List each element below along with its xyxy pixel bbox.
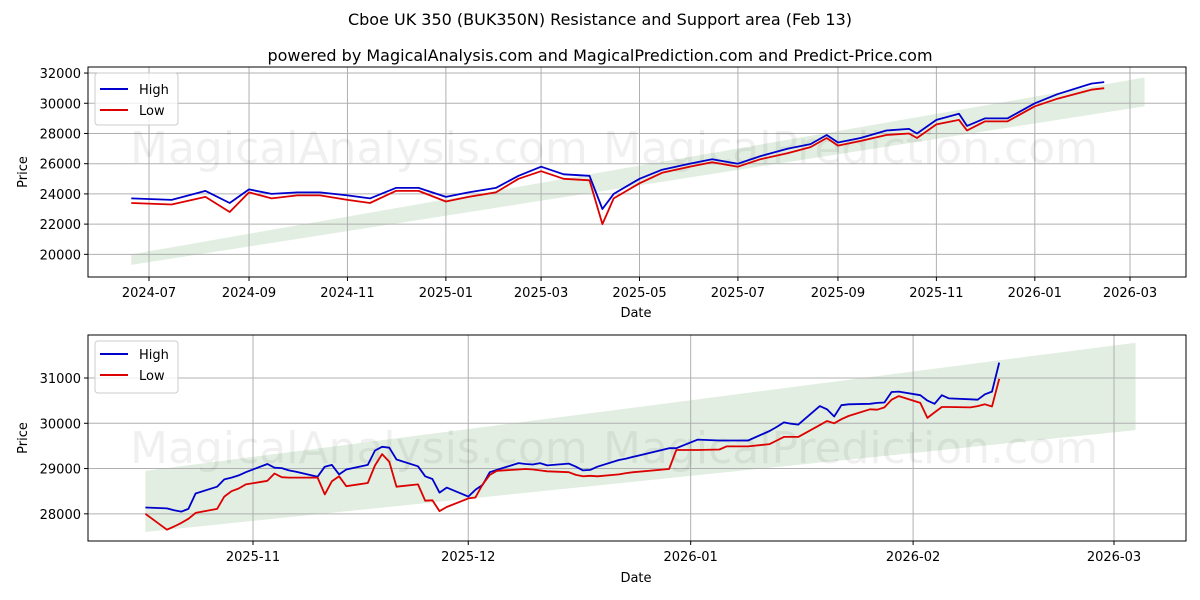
y-tick-label: 30000 <box>40 417 81 432</box>
bottom-grid <box>88 335 1186 541</box>
top-x-axis-label: Date <box>620 306 651 321</box>
legend-high-label: High <box>139 348 169 363</box>
y-tick-label: 28000 <box>40 508 81 523</box>
y-tick-label: 28000 <box>40 127 81 142</box>
x-tick-label: 2024-09 <box>222 286 276 301</box>
bottom-y-axis: 28000 29000 30000 31000 <box>40 372 88 523</box>
watermark-prediction: MagicalPrediction.com <box>603 123 1098 174</box>
x-tick-label: 2026-01 <box>1008 286 1062 301</box>
bottom-y-axis-label: Price <box>16 422 31 454</box>
x-tick-label: 2025-11 <box>909 286 963 301</box>
band-area <box>131 77 1145 265</box>
band-area <box>145 342 1136 532</box>
top-series <box>131 81 1105 226</box>
legend-low-label: Low <box>139 104 165 119</box>
bottom-x-axis: 2025-11 2025-12 2026-01 2026-02 2026-03 <box>226 541 1141 565</box>
y-tick-label: 32000 <box>40 67 81 82</box>
x-tick-label: 2025-09 <box>811 286 865 301</box>
x-tick-label: 2025-07 <box>711 286 765 301</box>
series-high-line <box>131 81 1105 210</box>
watermark-analysis: MagicalAnalysis.com <box>130 123 588 174</box>
y-tick-label: 26000 <box>40 158 81 173</box>
top-grid <box>88 67 1186 277</box>
x-tick-label: 2024-07 <box>122 286 176 301</box>
series-low-line <box>144 378 1001 531</box>
bottom-x-axis-label: Date <box>620 571 651 586</box>
x-tick-label: 2025-12 <box>441 550 495 565</box>
x-tick-label: 2025-01 <box>419 286 473 301</box>
top-x-axis: 2024-07 2024-09 2024-11 2025-01 2025-03 2025-… <box>122 277 1157 301</box>
top-y-axis: 20000 22000 24000 26000 28000 30000 32000 <box>40 67 88 263</box>
watermark-prediction-bottom: MagicalPrediction.com <box>603 423 1098 474</box>
bottom-axes-frame <box>87 334 1187 542</box>
x-tick-label: 2026-03 <box>1103 286 1157 301</box>
support-resistance-band <box>131 77 1145 265</box>
bottom-legend: High Low <box>94 340 179 394</box>
chart-subtitle: powered by MagicalAnalysis.com and Magic… <box>267 46 933 65</box>
legend-high-label: High <box>139 83 169 98</box>
top-y-axis-label: Price <box>16 156 31 188</box>
bottom-series <box>144 362 1001 531</box>
x-tick-label: 2024-11 <box>320 286 374 301</box>
support-resistance-band-zoomed <box>145 342 1136 532</box>
legend-box <box>94 72 179 126</box>
top-axes-frame <box>87 66 1187 278</box>
y-tick-label: 22000 <box>40 218 81 233</box>
y-tick-label: 30000 <box>40 97 81 112</box>
top-panel: MagicalAnalysis.com MagicalPrediction.co… <box>16 66 1187 321</box>
top-legend: High Low <box>94 72 179 126</box>
legend-low-label: Low <box>139 369 165 384</box>
bottom-panel: MagicalAnalysis.com MagicalPrediction.co… <box>16 334 1187 586</box>
x-tick-label: 2025-05 <box>612 286 666 301</box>
y-tick-label: 29000 <box>40 463 81 478</box>
y-tick-label: 31000 <box>40 372 81 387</box>
chart-title: Cboe UK 350 (BUK350N) Resistance and Sup… <box>347 10 853 29</box>
y-tick-label: 24000 <box>40 188 81 203</box>
x-tick-label: 2026-01 <box>664 550 718 565</box>
series-low-line <box>131 87 1105 226</box>
x-tick-label: 2026-03 <box>1087 550 1141 565</box>
y-tick-label: 20000 <box>40 248 81 263</box>
x-tick-label: 2025-11 <box>226 550 280 565</box>
series-high-line <box>145 362 1001 513</box>
x-tick-label: 2026-02 <box>886 550 940 565</box>
x-tick-label: 2025-03 <box>514 286 568 301</box>
